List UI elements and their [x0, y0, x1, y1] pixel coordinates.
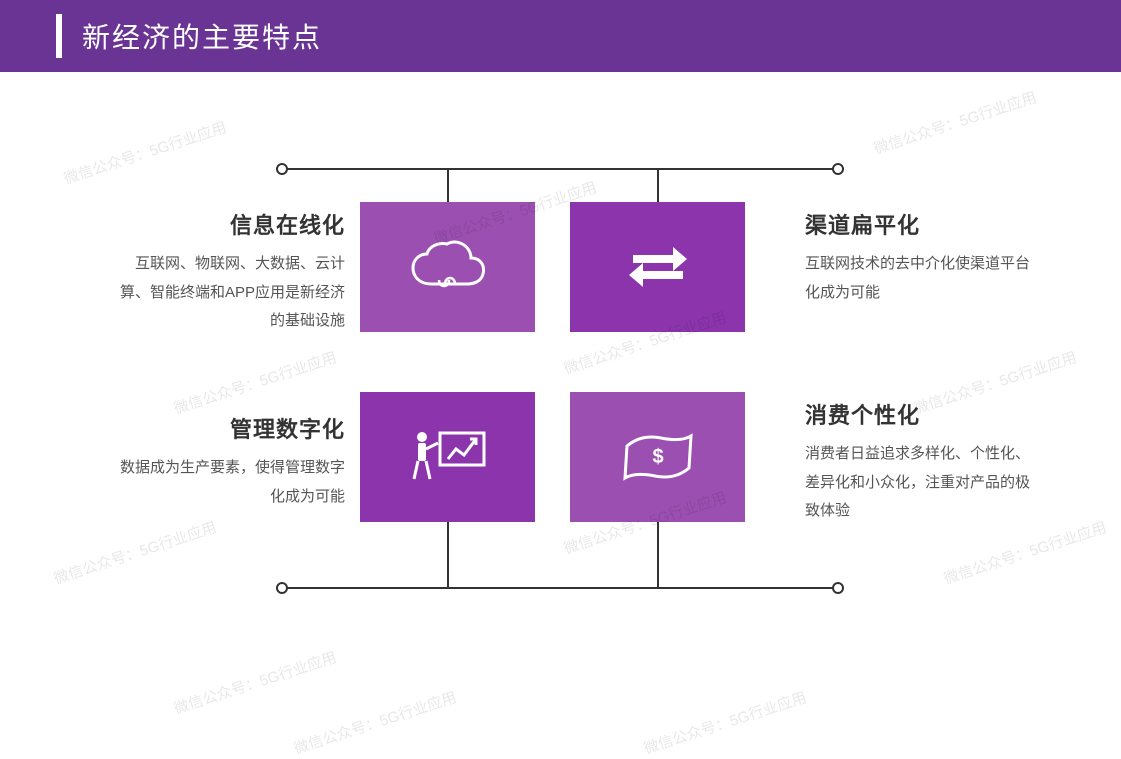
watermark: 微信公众号：5G行业应用 — [941, 516, 1109, 589]
feature-title: 消费个性化 — [805, 398, 1035, 430]
watermark: 微信公众号：5G行业应用 — [51, 516, 219, 589]
connector-top-vleft — [447, 168, 449, 202]
connector-top-hline — [282, 168, 838, 170]
svg-text:$: $ — [652, 446, 663, 468]
text-info-online: 信息在线化 互联网、物联网、大数据、云计算、智能终端和APP应用是新经济的基础设… — [115, 208, 345, 336]
connector-bot-dot-right — [832, 582, 844, 594]
cloud-icon — [409, 240, 487, 294]
feature-title: 信息在线化 — [115, 208, 345, 240]
feature-body: 数据成为生产要素，使得管理数字化成为可能 — [115, 454, 345, 511]
card-info-online — [360, 202, 535, 332]
money-icon: $ — [621, 430, 695, 484]
connector-bot-vright — [657, 522, 659, 587]
text-consume-personal: 消费个性化 消费者日益追求多样化、个性化、差异化和小众化，注重对产品的极致体验 — [805, 398, 1035, 526]
connector-top-dot-right — [832, 163, 844, 175]
connector-bot-vleft — [447, 522, 449, 587]
watermark: 微信公众号：5G行业应用 — [171, 346, 339, 419]
connector-top-vright — [657, 168, 659, 202]
exchange-icon — [627, 241, 689, 293]
watermark: 微信公众号：5G行业应用 — [171, 646, 339, 719]
diagram-stage: $ 信息在线化 互联网、物联网、大数据、云计算、智能终端和APP应用是新经济的基… — [0, 72, 1121, 747]
connector-bot-hline — [282, 587, 838, 589]
feature-body: 互联网、物联网、大数据、云计算、智能终端和APP应用是新经济的基础设施 — [115, 250, 345, 336]
text-channel-flat: 渠道扁平化 互联网技术的去中介化使渠道平台化成为可能 — [805, 208, 1035, 307]
feature-title: 管理数字化 — [115, 412, 345, 444]
watermark: 微信公众号：5G行业应用 — [641, 686, 809, 759]
card-channel-flat — [570, 202, 745, 332]
watermark: 微信公众号：5G行业应用 — [871, 86, 1039, 159]
feature-body: 互联网技术的去中介化使渠道平台化成为可能 — [805, 250, 1035, 307]
connector-bot-dot-left — [276, 582, 288, 594]
text-manage-digital: 管理数字化 数据成为生产要素，使得管理数字化成为可能 — [115, 412, 345, 511]
presentation-icon — [408, 429, 488, 485]
card-manage-digital — [360, 392, 535, 522]
feature-title: 渠道扁平化 — [805, 208, 1035, 240]
watermark: 微信公众号：5G行业应用 — [61, 116, 229, 189]
slide-header: 新经济的主要特点 — [0, 0, 1121, 72]
slide-title: 新经济的主要特点 — [82, 16, 322, 56]
header-accent-bar — [56, 14, 62, 58]
watermark: 微信公众号：5G行业应用 — [291, 686, 459, 759]
feature-body: 消费者日益追求多样化、个性化、差异化和小众化，注重对产品的极致体验 — [805, 440, 1035, 526]
card-consume-personal: $ — [570, 392, 745, 522]
connector-top-dot-left — [276, 163, 288, 175]
